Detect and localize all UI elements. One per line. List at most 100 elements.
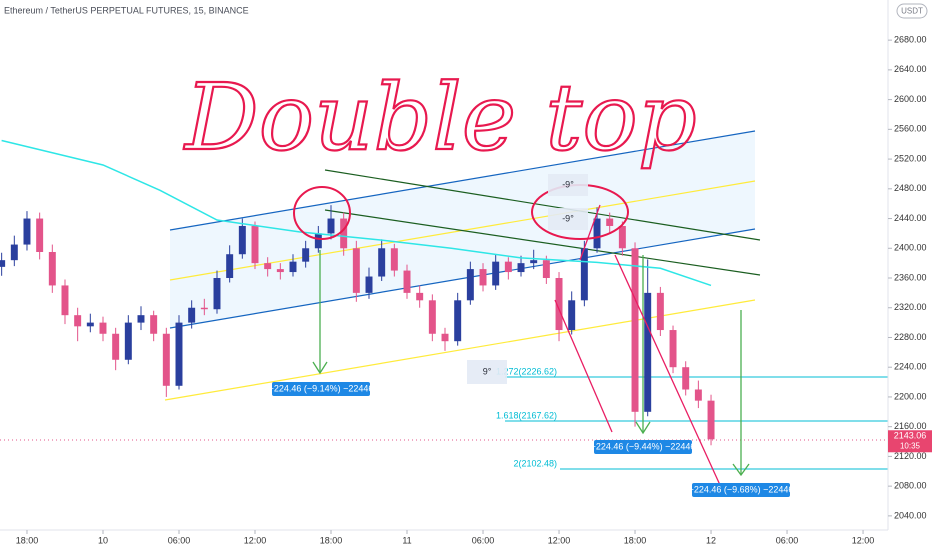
candle-body [416,292,424,301]
candle-body [112,333,120,360]
candle-body [656,292,664,331]
candle-body [504,261,512,273]
handwritten-title: Double top [183,64,697,171]
candle-body [99,322,107,334]
candle-body [175,322,183,386]
angle-box [467,360,507,384]
last-price-box [888,430,932,453]
currency-badge[interactable] [896,3,928,19]
candle-body [352,248,360,293]
candle-body [200,307,208,310]
x-tick-label: 10 [98,535,108,545]
candle-body [593,218,601,249]
candle-body [86,322,94,327]
candle-body [492,261,500,286]
candle-body [251,225,259,264]
overlay: Double top −224.46 (−9.14%) −22446 −224.… [182,63,794,497]
y-tick-label: 2200.00 [894,391,927,401]
plot [0,139,715,446]
arrow-head [312,361,328,375]
candle-body [466,269,474,301]
candle-body [327,218,335,234]
candle-body [542,260,550,279]
candle-body [276,269,284,273]
candle-body [378,248,386,277]
candle-body [226,254,234,279]
y-tick-label: 2400.00 [894,243,927,253]
x-tick-label: 12:00 [852,535,875,545]
y-tick-label: 2080.00 [894,481,927,491]
measure-label: −224.46 (−9.68%) −22446 [689,484,794,494]
fib-label: 1.618(2167.62) [496,410,557,420]
y-tick-label: 2280.00 [894,332,927,342]
arrow [579,204,601,261]
candle-body [479,269,487,286]
candle-body [682,367,690,390]
candle-body [289,261,297,273]
candle-body [618,225,626,249]
candle-body [302,248,310,262]
candle-body [188,307,196,323]
candle-body [441,333,449,342]
y-tick-label: 2600.00 [894,94,927,104]
channel-line [164,299,756,401]
x-tick-label: 12:00 [548,535,571,545]
candle-body [213,278,221,310]
candle-body [137,315,145,323]
candle-body [555,278,563,331]
channel-line [169,228,756,329]
fib-label: 1.272(2226.62) [496,366,557,376]
candle-body [124,322,132,360]
candle-body [644,292,652,412]
x-tick-label: 18:00 [624,535,647,545]
arrow [614,254,721,486]
x-tick-label: 12:00 [244,535,267,545]
highlight-circle [293,186,351,240]
candle-body [606,218,614,226]
candle-body [10,244,18,261]
candle-body [74,315,82,327]
y-tick-label: 2520.00 [894,153,927,163]
candle-body [23,218,31,245]
candle-body [428,300,436,334]
y-tick-label: 2120.00 [894,451,927,461]
candle-body [580,248,588,301]
y-tick-label: 2680.00 [894,35,927,45]
x-tick-label: 06:00 [472,535,495,545]
candle-body [694,389,702,401]
y-tick-label: 2160.00 [894,421,927,431]
candle-body [403,270,411,293]
candle-body [36,218,44,252]
measure-box [692,483,790,497]
last-price: 2143.06 [894,431,927,441]
candle-body [390,248,398,271]
candle-body [707,400,715,440]
candle-body [669,330,677,368]
y-tick-label: 2640.00 [894,64,927,74]
candle-body [61,285,69,316]
arrow [554,299,613,433]
candle-body [48,251,56,286]
moving-average [1,139,712,287]
y-tick-label: 2240.00 [894,362,927,372]
candle-body [454,300,462,342]
measure-label: −224.46 (−9.44%) −22446 [591,441,696,451]
x-tick-label: 12 [706,535,716,545]
candle-body [238,225,246,255]
y-tick-label: 2040.00 [894,510,927,520]
x-tick-label: 18:00 [16,535,39,545]
angle-label: -9° [562,213,574,223]
countdown: 10:35 [900,441,921,450]
trend-line [324,169,761,241]
fib-label: 2(2102.48) [513,458,557,468]
x-tick-label: 11 [402,535,411,545]
currency[interactable]: USDT [901,7,923,16]
x-tick-label: 06:00 [776,535,799,545]
candle-body [631,248,639,412]
channel-line [169,130,756,231]
drawings [0,130,888,470]
price-axis [888,0,932,550]
y-tick-label: 2560.00 [894,124,927,134]
candle-body [264,263,272,270]
candle-body [162,333,170,386]
